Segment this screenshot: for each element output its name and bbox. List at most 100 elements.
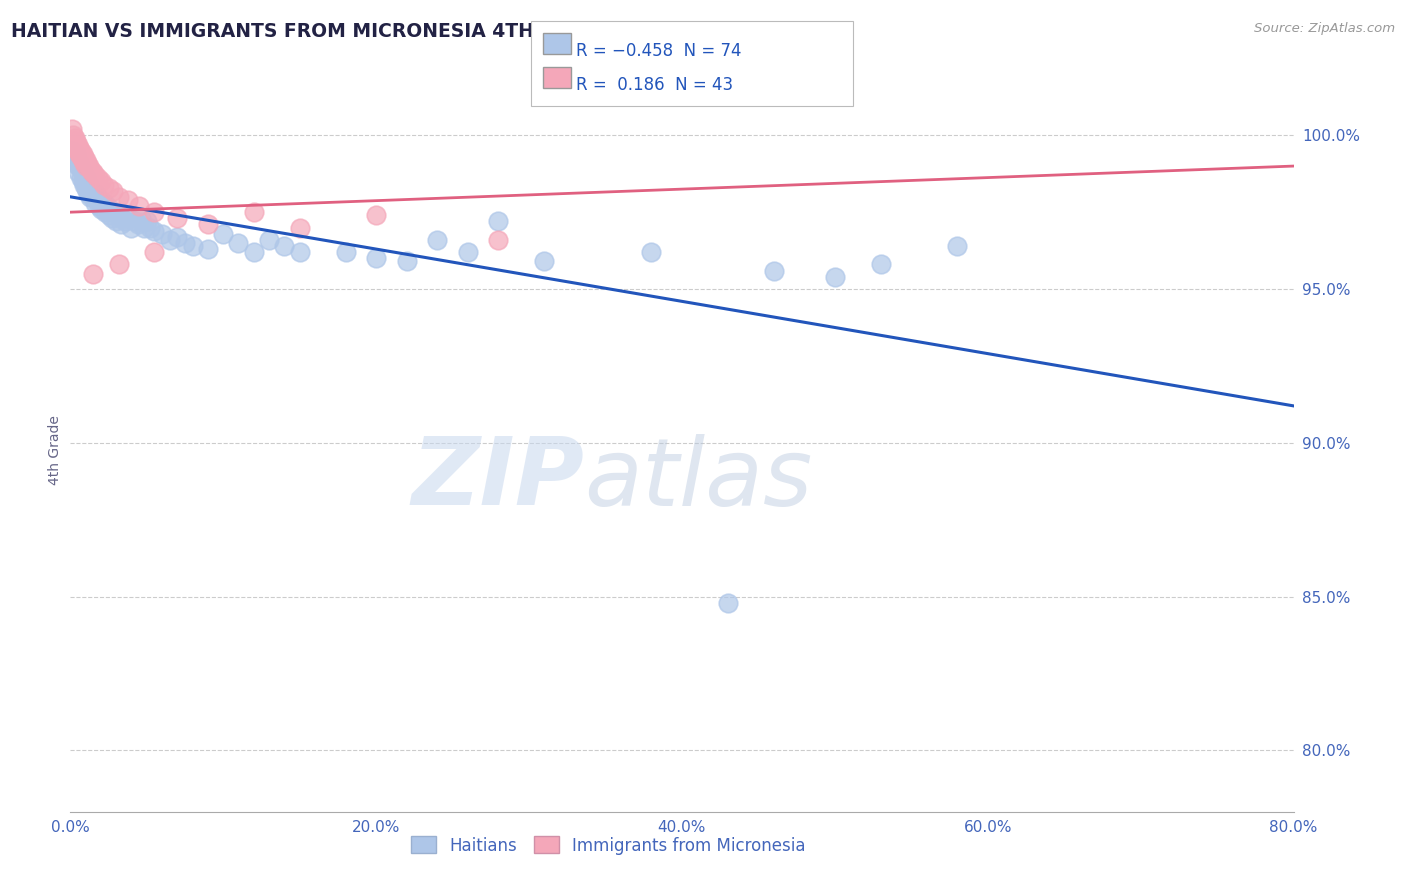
Point [108, 190, 131, 204]
Point [143, 224, 166, 238]
Point [65, 140, 87, 154]
Point [717, 596, 740, 610]
Point [79, 180, 101, 194]
Point [82, 267, 104, 281]
Point [72, 174, 94, 188]
Point [488, 233, 510, 247]
Text: HAITIAN VS IMMIGRANTS FROM MICRONESIA 4TH GRADE CORRELATION CHART: HAITIAN VS IMMIGRANTS FROM MICRONESIA 4T… [11, 22, 845, 41]
Point [946, 239, 969, 253]
Point [273, 239, 295, 253]
Text: Source: ZipAtlas.com: Source: ZipAtlas.com [1254, 22, 1395, 36]
Point [62, 135, 84, 149]
Point [66, 137, 89, 152]
Point [824, 269, 846, 284]
Point [75, 159, 97, 173]
Point [77, 178, 100, 192]
Point [66, 159, 89, 173]
Point [94, 205, 117, 219]
Point [90, 174, 112, 188]
Point [197, 242, 219, 256]
Point [132, 220, 155, 235]
Point [212, 227, 235, 241]
Point [366, 208, 388, 222]
Point [457, 245, 479, 260]
Point [63, 153, 86, 167]
Point [127, 218, 149, 232]
Point [73, 150, 96, 164]
Point [143, 205, 166, 219]
Point [65, 135, 87, 149]
Point [97, 208, 120, 222]
Point [117, 193, 139, 207]
Point [640, 245, 662, 260]
Point [80, 165, 103, 179]
Point [139, 220, 162, 235]
Point [65, 146, 87, 161]
Point [121, 220, 143, 235]
Point [66, 144, 89, 158]
Point [105, 214, 128, 228]
Point [83, 169, 105, 183]
Point [87, 193, 110, 207]
Point [90, 193, 112, 207]
Point [228, 235, 250, 250]
Point [72, 153, 94, 167]
Point [533, 254, 555, 268]
Point [60, 144, 83, 158]
Point [83, 196, 105, 211]
Point [84, 186, 107, 201]
Text: R =  0.186  N = 43: R = 0.186 N = 43 [576, 76, 734, 94]
Point [89, 199, 111, 213]
Point [75, 171, 97, 186]
Text: ZIP: ZIP [411, 434, 583, 525]
Point [395, 254, 418, 268]
Point [73, 178, 96, 192]
Point [66, 165, 89, 179]
Point [762, 263, 785, 277]
Point [62, 128, 84, 143]
Y-axis label: 4th Grade: 4th Grade [48, 416, 62, 485]
Point [108, 208, 131, 222]
Point [60, 122, 83, 136]
Point [77, 186, 100, 201]
Point [124, 214, 146, 228]
Point [135, 214, 157, 228]
Point [143, 245, 166, 260]
Point [77, 159, 100, 173]
Point [488, 214, 510, 228]
Point [96, 199, 118, 213]
Point [72, 165, 94, 179]
Point [159, 233, 181, 247]
Point [70, 150, 93, 164]
Point [70, 144, 93, 158]
Point [93, 178, 115, 192]
Point [174, 235, 197, 250]
Point [243, 245, 266, 260]
Point [288, 245, 311, 260]
Point [82, 165, 104, 179]
Point [93, 196, 115, 211]
Point [69, 146, 91, 161]
Point [75, 180, 97, 194]
Point [63, 137, 86, 152]
Point [243, 205, 266, 219]
Point [97, 180, 120, 194]
Point [108, 257, 131, 271]
Point [869, 257, 891, 271]
Legend: Haitians, Immigrants from Micronesia: Haitians, Immigrants from Micronesia [405, 830, 813, 861]
Point [101, 205, 124, 219]
Point [87, 171, 110, 186]
Point [110, 218, 132, 232]
Point [129, 211, 152, 226]
Point [79, 190, 101, 204]
Point [197, 218, 219, 232]
Point [72, 146, 94, 161]
Point [181, 239, 204, 253]
Point [76, 184, 98, 198]
Text: atlas: atlas [583, 434, 813, 524]
Point [150, 227, 173, 241]
Point [70, 162, 93, 177]
Point [166, 229, 188, 244]
Point [98, 202, 121, 216]
Point [76, 156, 98, 170]
